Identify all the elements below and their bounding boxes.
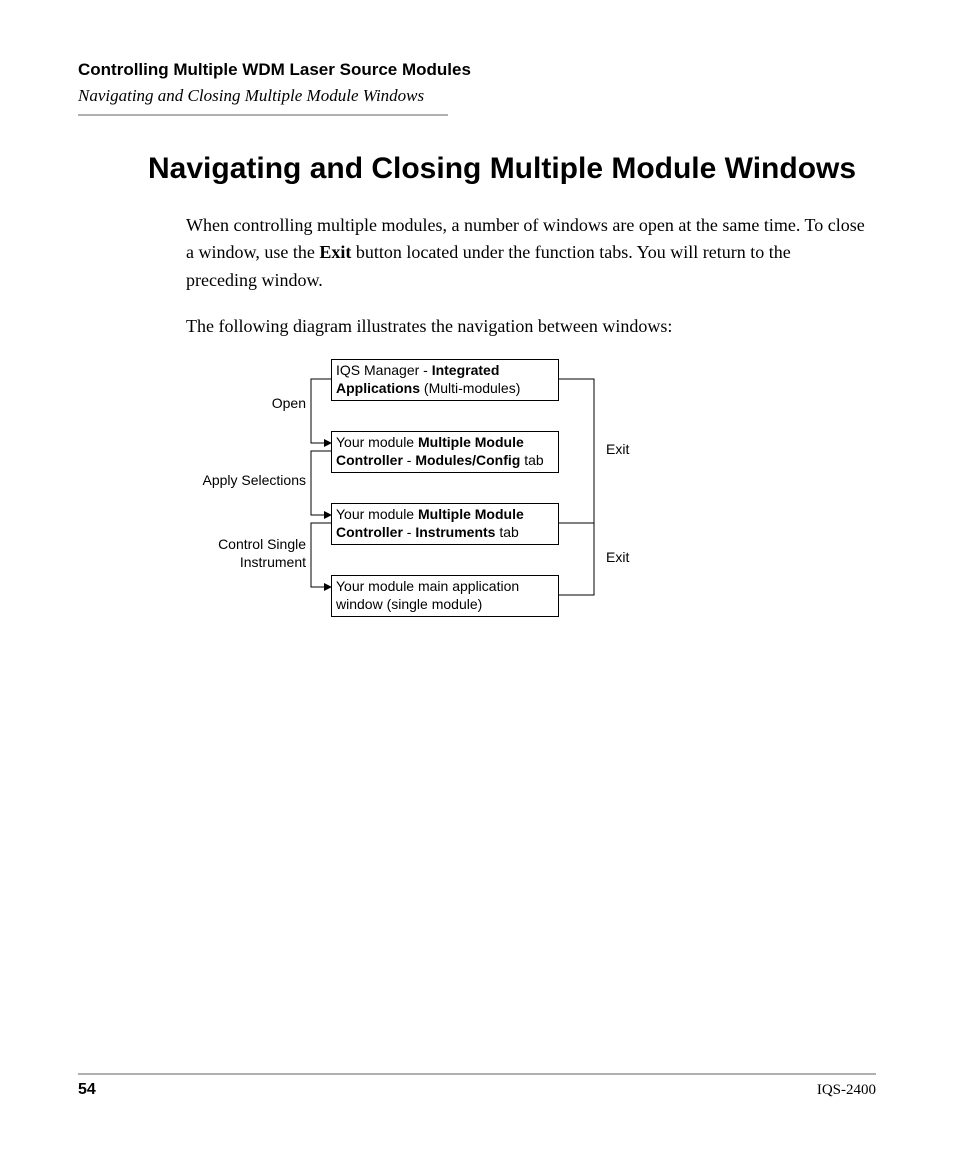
flow-node: Your module Multiple Module Controller -… [331,431,559,473]
para1-bold-exit: Exit [319,242,351,262]
flow-left-label: Open [186,395,306,413]
footer-rule [78,1073,876,1075]
running-head-chapter: Controlling Multiple WDM Laser Source Mo… [78,60,876,80]
flow-right-label: Exit [606,549,646,567]
page-number: 54 [78,1081,96,1099]
flow-left-label: Control Single Instrument [186,536,306,571]
flow-node: IQS Manager - Integrated Applications (M… [331,359,559,401]
navigation-flowchart: IQS Manager - Integrated Applications (M… [186,359,706,629]
flow-right-label: Exit [606,441,646,459]
body-paragraph-1: When controlling multiple modules, a num… [186,212,866,296]
page-footer: 54 IQS-2400 [78,1073,876,1099]
model-number: IQS-2400 [817,1082,876,1099]
flow-node: Your module main application window (sin… [331,575,559,617]
running-head-section: Navigating and Closing Multiple Module W… [78,86,876,106]
body-paragraph-2: The following diagram illustrates the na… [186,313,866,341]
section-title: Navigating and Closing Multiple Module W… [148,150,876,188]
flow-left-label: Apply Selections [186,472,306,490]
flow-node: Your module Multiple Module Controller -… [331,503,559,545]
header-rule [78,114,448,116]
